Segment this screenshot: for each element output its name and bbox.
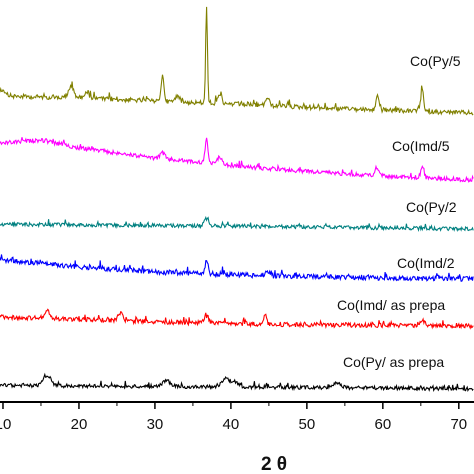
x-tick-label-10: 10	[0, 416, 11, 433]
xrd-pattern-3	[0, 215, 474, 233]
series-group	[0, 6, 474, 393]
x-tick-label-50: 50	[299, 416, 316, 433]
series-labels: Co(Py/5 Co(Imd/5 Co(Py/2 Co(Imd/2 Co(Imd…	[337, 53, 461, 370]
x-axis-title: 2 θ	[261, 454, 287, 474]
xrd-pattern-2	[0, 137, 474, 183]
x-axis: 10 20 30 40 50 60 70	[0, 401, 474, 433]
x-tick-label-40: 40	[223, 416, 240, 433]
series-label-co-py-5: Co(Py/5	[410, 53, 461, 69]
x-tick-label-30: 30	[147, 416, 164, 433]
xrd-pattern-5	[0, 308, 474, 330]
series-label-co-imd-5: Co(Imd/5	[392, 138, 450, 154]
series-label-co-imd-2: Co(Imd/2	[397, 255, 455, 271]
x-tick-label-20: 20	[71, 416, 88, 433]
series-label-co-py-as-prepared: Co(Py/ as prepa	[343, 354, 444, 370]
xrd-pattern-4	[0, 254, 474, 282]
series-label-co-py-2: Co(Py/2	[406, 199, 457, 215]
series-label-co-imd-as-prepared: Co(Imd/ as prepa	[337, 297, 445, 313]
xrd-pattern-1	[0, 6, 474, 116]
x-tick-label-70: 70	[450, 416, 467, 433]
xrd-pattern-6	[0, 372, 474, 393]
x-tick-label-60: 60	[374, 416, 391, 433]
